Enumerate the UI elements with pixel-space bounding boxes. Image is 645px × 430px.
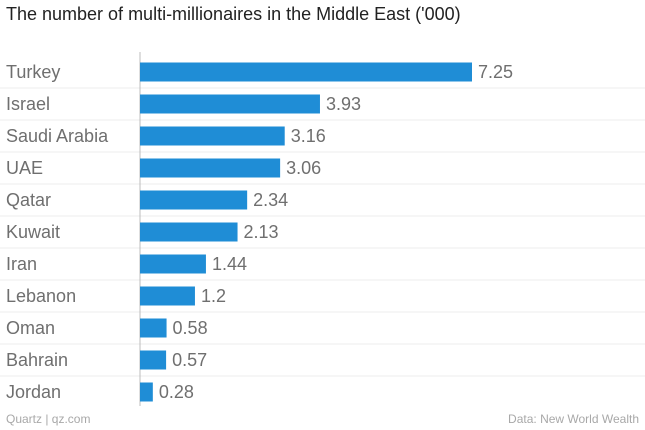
bar-iran bbox=[140, 254, 206, 274]
category-label: Iran bbox=[6, 254, 37, 274]
bar-jordan bbox=[140, 382, 153, 402]
category-label: Israel bbox=[6, 94, 50, 114]
value-label: 0.57 bbox=[172, 350, 207, 370]
value-label: 0.58 bbox=[173, 318, 208, 338]
bars bbox=[140, 62, 472, 402]
category-label: UAE bbox=[6, 158, 43, 178]
bar-oman bbox=[140, 318, 167, 338]
bar-turkey bbox=[140, 62, 472, 82]
value-label: 0.28 bbox=[159, 382, 194, 402]
value-label: 3.06 bbox=[286, 158, 321, 178]
value-label: 1.44 bbox=[212, 254, 247, 274]
credit-text: Quartz | qz.com bbox=[6, 412, 91, 426]
value-labels: 7.25 3.933.16 3.06 2.34 2.13 1.44 1.2 0.58 0.57 0… bbox=[159, 62, 513, 402]
value-label: 7.25 bbox=[478, 62, 513, 82]
bar-lebanon bbox=[140, 286, 195, 306]
category-label: Saudi Arabia bbox=[6, 126, 109, 146]
category-label: Jordan bbox=[6, 382, 61, 402]
category-label: Qatar bbox=[6, 190, 51, 210]
category-label: Turkey bbox=[6, 62, 60, 82]
value-label: 2.13 bbox=[244, 222, 279, 242]
grid-lines bbox=[0, 87, 645, 377]
source-text: Data: New World Wealth bbox=[508, 412, 639, 426]
category-label: Kuwait bbox=[6, 222, 60, 242]
category-label: Oman bbox=[6, 318, 55, 338]
value-label: 3.93 bbox=[326, 94, 361, 114]
value-label: 1.2 bbox=[201, 286, 226, 306]
category-label: Bahrain bbox=[6, 350, 68, 370]
bar-kuwait bbox=[140, 222, 238, 242]
value-label: 3.16 bbox=[291, 126, 326, 146]
bar-saudi-arabia bbox=[140, 126, 285, 146]
category-labels: Turkey Israel Saudi Arabia UAE Qatar Kuwait Ir… bbox=[6, 62, 109, 402]
value-label: 2.34 bbox=[253, 190, 288, 210]
chart-title: The number of multi-millionaires in the … bbox=[6, 4, 461, 24]
bar-qatar bbox=[140, 190, 248, 210]
category-label: Lebanon bbox=[6, 286, 76, 306]
bar-uae bbox=[140, 158, 281, 178]
bar-israel bbox=[140, 94, 320, 114]
bar-bahrain bbox=[140, 350, 167, 370]
